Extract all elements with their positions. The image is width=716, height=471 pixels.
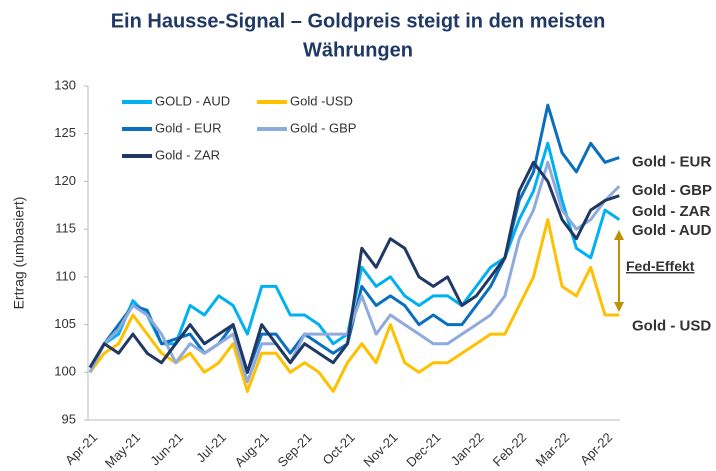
line-series: [88, 141, 621, 373]
line-series: [88, 103, 620, 374]
y-axis-label: Ertrag (umbasiert): [11, 197, 27, 310]
annotation: Gold - AUD: [632, 222, 712, 239]
x-tick-label: Mar-22: [533, 430, 573, 470]
x-tick-label: Jul-21: [193, 430, 229, 466]
x-tick-label: Oct-21: [320, 430, 358, 468]
chart-title: Ein Hausse-Signal – Goldpreis steigt in …: [111, 10, 606, 32]
legend-label: Gold - ZAR: [155, 147, 220, 162]
x-tick-label: Apr-22: [577, 430, 615, 468]
y-tick-label: 130: [54, 77, 76, 92]
legend-label: GOLD - AUD: [155, 93, 230, 108]
x-tick-label: Jun-21: [147, 430, 186, 469]
legend-label: Gold - EUR: [155, 120, 221, 135]
y-tick-label: 125: [54, 125, 76, 140]
x-tick-label: Apr-21: [62, 430, 100, 468]
fed-arrow-heads: [614, 230, 624, 312]
annotation: Fed-Effekt: [626, 258, 695, 274]
legend-label: Gold - GBP: [290, 120, 356, 135]
annotation: Gold - GBP: [632, 182, 712, 199]
line-series: [88, 160, 620, 374]
annotation: Gold - EUR: [632, 153, 711, 170]
x-tick-label: Jan-22: [448, 430, 487, 469]
y-tick-label: 120: [54, 173, 76, 188]
x-tick-label: Nov-21: [360, 430, 400, 470]
x-tick-label: Dec-21: [403, 430, 443, 470]
line-series: [88, 160, 621, 384]
y-tick-label: 110: [55, 268, 76, 283]
annotation: Gold - ZAR: [632, 203, 710, 220]
y-tick-label: 100: [54, 364, 76, 379]
x-tick-label: May-21: [102, 430, 143, 471]
chart-subtitle: Währungen: [303, 39, 413, 61]
x-tick-label: Sep-21: [275, 430, 315, 470]
legend-label: Gold -USD: [290, 93, 353, 108]
y-tick-label: 105: [54, 316, 76, 331]
x-tick-label: Feb-22: [490, 430, 530, 470]
x-tick-label: Aug-21: [232, 430, 272, 470]
annotation: Gold - USD: [632, 317, 711, 334]
y-tick-label: 95: [62, 411, 76, 426]
y-tick-label: 115: [55, 221, 76, 236]
